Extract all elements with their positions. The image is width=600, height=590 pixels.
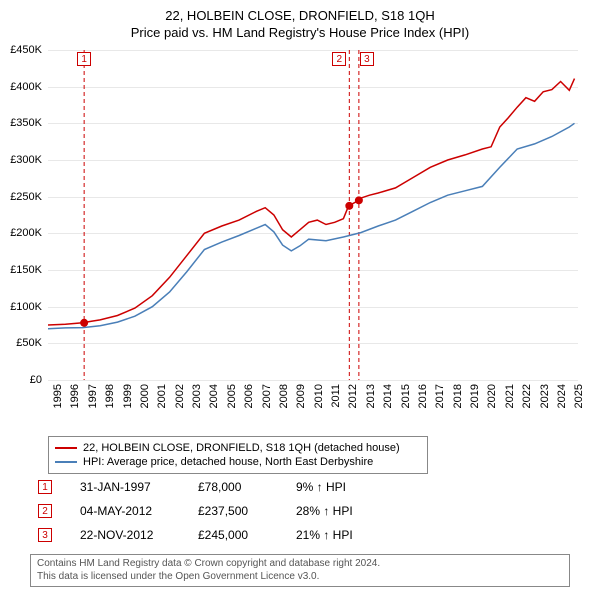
chart-area: 1 23: [48, 50, 578, 380]
footer-line: Contains HM Land Registry data © Crown c…: [37, 558, 563, 571]
legend-swatch: [55, 461, 77, 463]
footer: Contains HM Land Registry data © Crown c…: [30, 554, 570, 587]
y-tick-label: £450K: [10, 44, 42, 56]
y-tick-label: £200K: [10, 227, 42, 239]
x-tick-label: 2002: [174, 384, 186, 408]
transaction-pct: 9% ↑ HPI: [296, 480, 346, 494]
x-tick-label: 1996: [69, 384, 81, 408]
y-tick-label: £50K: [16, 337, 42, 349]
x-tick-label: 2003: [191, 384, 203, 408]
x-tick-label: 2019: [469, 384, 481, 408]
legend-label: 22, HOLBEIN CLOSE, DRONFIELD, S18 1QH (d…: [83, 442, 400, 454]
x-tick-label: 2015: [400, 384, 412, 408]
legend-swatch: [55, 447, 77, 449]
x-tick-label: 1999: [122, 384, 134, 408]
transaction-marker-icon: 3: [38, 528, 52, 542]
x-tick-label: 2007: [261, 384, 273, 408]
x-tick-label: 2009: [295, 384, 307, 408]
plot-svg: [48, 50, 578, 380]
transaction-row: 3 22-NOV-2012 £245,000 21% ↑ HPI: [38, 528, 353, 542]
y-tick-label: £300K: [10, 154, 42, 166]
y-tick-label: £0: [30, 374, 42, 386]
x-tick-label: 2005: [226, 384, 238, 408]
x-tick-label: 2013: [365, 384, 377, 408]
transaction-date: 04-MAY-2012: [80, 504, 170, 518]
y-tick-label: £100K: [10, 301, 42, 313]
legend-row: 22, HOLBEIN CLOSE, DRONFIELD, S18 1QH (d…: [55, 441, 421, 455]
x-tick-label: 1998: [104, 384, 116, 408]
event-marker-box: 1: [77, 52, 91, 66]
x-tick-label: 2022: [521, 384, 533, 408]
transaction-price: £78,000: [198, 480, 268, 494]
y-axis-labels: £0£50K£100K£150K£200K£250K£300K£350K£400…: [2, 50, 46, 380]
x-tick-label: 2010: [313, 384, 325, 408]
title-address: 22, HOLBEIN CLOSE, DRONFIELD, S18 1QH: [0, 8, 600, 23]
legend: 22, HOLBEIN CLOSE, DRONFIELD, S18 1QH (d…: [48, 436, 428, 474]
x-tick-label: 2017: [434, 384, 446, 408]
transaction-date: 22-NOV-2012: [80, 528, 170, 542]
x-tick-label: 2018: [452, 384, 464, 408]
title-subtitle: Price paid vs. HM Land Registry's House …: [0, 25, 600, 40]
chart-container: 22, HOLBEIN CLOSE, DRONFIELD, S18 1QH Pr…: [0, 0, 600, 590]
transaction-marker-icon: 2: [38, 504, 52, 518]
footer-line: This data is licensed under the Open Gov…: [37, 571, 563, 584]
x-tick-label: 1997: [87, 384, 99, 408]
x-tick-label: 2012: [347, 384, 359, 408]
transaction-price: £237,500: [198, 504, 268, 518]
transaction-marker-icon: 1: [38, 480, 52, 494]
transaction-date: 31-JAN-1997: [80, 480, 170, 494]
legend-label: HPI: Average price, detached house, Nort…: [83, 456, 373, 468]
event-marker-box: 2: [332, 52, 346, 66]
y-tick-label: £150K: [10, 264, 42, 276]
x-tick-label: 2025: [573, 384, 585, 408]
x-tick-label: 2011: [330, 384, 342, 408]
transaction-pct: 21% ↑ HPI: [296, 528, 353, 542]
transaction-price: £245,000: [198, 528, 268, 542]
x-tick-label: 2014: [382, 384, 394, 408]
x-tick-label: 2000: [139, 384, 151, 408]
x-tick-label: 2004: [208, 384, 220, 408]
x-tick-label: 2016: [417, 384, 429, 408]
x-tick-label: 2020: [486, 384, 498, 408]
x-tick-label: 2021: [504, 384, 516, 408]
x-tick-label: 2008: [278, 384, 290, 408]
x-tick-label: 2001: [156, 384, 168, 408]
y-tick-label: £400K: [10, 81, 42, 93]
x-axis-labels: 1995 1996 1997 1998 1999 2000 2001 2002 2003 2004…: [48, 384, 578, 444]
transaction-row: 2 04-MAY-2012 £237,500 28% ↑ HPI: [38, 504, 353, 518]
event-marker-box: 3: [360, 52, 374, 66]
legend-row: HPI: Average price, detached house, Nort…: [55, 455, 421, 469]
x-tick-label: 2006: [243, 384, 255, 408]
x-tick-label: 2024: [556, 384, 568, 408]
transaction-pct: 28% ↑ HPI: [296, 504, 353, 518]
x-tick-label: 1995: [52, 384, 64, 408]
transaction-row: 1 31-JAN-1997 £78,000 9% ↑ HPI: [38, 480, 346, 494]
y-tick-label: £250K: [10, 191, 42, 203]
title-block: 22, HOLBEIN CLOSE, DRONFIELD, S18 1QH Pr…: [0, 0, 600, 40]
y-tick-label: £350K: [10, 117, 42, 129]
x-tick-label: 2023: [539, 384, 551, 408]
